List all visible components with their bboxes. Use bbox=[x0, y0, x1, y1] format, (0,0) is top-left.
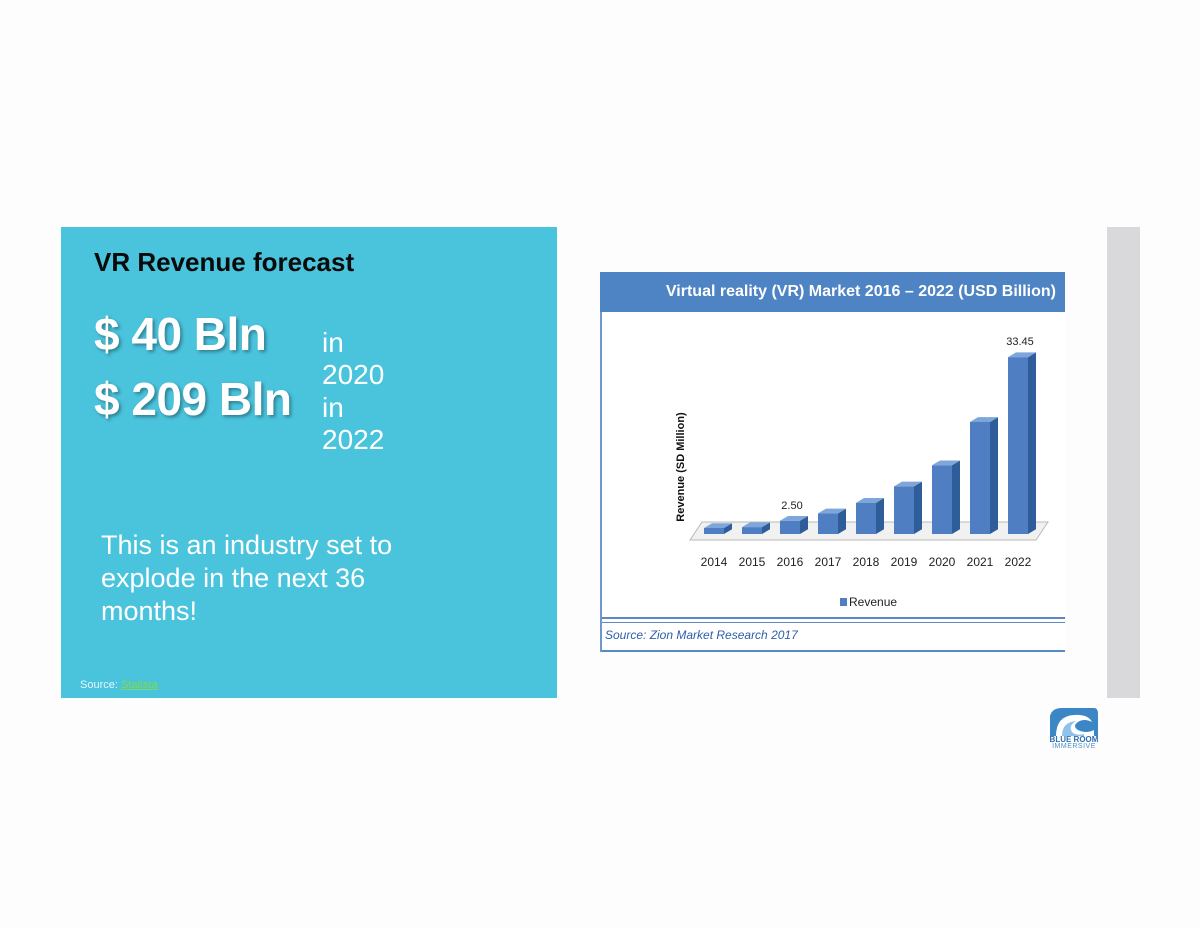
blue-room-logo: BLUE ROOM IMMERSIVE bbox=[1048, 706, 1100, 752]
bar-side bbox=[800, 515, 808, 534]
bar-top bbox=[818, 508, 846, 514]
bar-top bbox=[1008, 352, 1036, 358]
side-bar bbox=[1107, 227, 1140, 698]
bar-side bbox=[914, 481, 922, 534]
bar bbox=[742, 527, 762, 534]
bar-top bbox=[742, 522, 770, 528]
bar-side bbox=[952, 460, 960, 534]
bar-top bbox=[970, 417, 998, 422]
logo-subtitle: IMMERSIVE bbox=[1052, 743, 1096, 750]
stat-row-2020: $ 40 Bln in 2020 bbox=[94, 307, 384, 390]
x-tick-label: 2017 bbox=[815, 555, 842, 569]
x-tick-label: 2014 bbox=[701, 555, 728, 569]
bar bbox=[818, 513, 838, 534]
data-label: 2.50 bbox=[781, 500, 802, 512]
source-link[interactable]: Statista bbox=[120, 679, 158, 691]
chart-title: Virtual reality (VR) Market 2016 – 2022 … bbox=[600, 272, 1065, 312]
bar bbox=[704, 528, 724, 534]
chart-divider bbox=[602, 650, 1065, 652]
y-axis-label: Revenue (SD Million) bbox=[675, 412, 687, 522]
chart-divider bbox=[602, 617, 1065, 619]
bar-top bbox=[932, 460, 960, 466]
legend-label: Revenue bbox=[849, 595, 897, 609]
panel-title: VR Revenue forecast bbox=[94, 247, 355, 277]
x-tick-label: 2018 bbox=[853, 555, 880, 569]
bar-top bbox=[780, 515, 808, 521]
chart-frame bbox=[600, 312, 602, 652]
bar bbox=[856, 502, 876, 534]
bar-side bbox=[1028, 352, 1036, 534]
bar-top bbox=[704, 523, 732, 528]
bar bbox=[780, 520, 800, 534]
x-tick-label: 2022 bbox=[1005, 555, 1032, 569]
legend-swatch bbox=[840, 598, 847, 606]
forecast-panel: VR Revenue forecast $ 40 Bln in 2020 $ 2… bbox=[61, 227, 557, 698]
bar-chart: 2014 2015 2016 2017 2018 2019 2020 2021 2022 2.50… bbox=[675, 336, 1049, 609]
bar-side bbox=[990, 417, 998, 534]
data-label: 33.45 bbox=[1006, 336, 1034, 348]
logo-name: BLUE ROOM bbox=[1049, 735, 1099, 744]
bar-top bbox=[856, 498, 884, 503]
stat-year: in 2022 bbox=[322, 392, 385, 455]
bar bbox=[970, 421, 990, 534]
bar-side bbox=[838, 508, 846, 534]
bar bbox=[894, 486, 914, 534]
x-tick-label: 2015 bbox=[739, 555, 766, 569]
chart-divider bbox=[602, 622, 1065, 623]
chart-image: Virtual reality (VR) Market 2016 – 2022 … bbox=[600, 272, 1065, 652]
x-tick-label: 2016 bbox=[777, 555, 804, 569]
stat-value: $ 209 Bln bbox=[94, 373, 292, 425]
stat-row-2022: $ 209 Bln in 2022 bbox=[94, 372, 384, 455]
stat-year: in 2020 bbox=[322, 327, 385, 390]
bar bbox=[1008, 357, 1028, 534]
bar-side bbox=[724, 523, 732, 534]
x-tick-label: 2020 bbox=[929, 555, 956, 569]
bar-side bbox=[876, 498, 884, 534]
bar-top bbox=[894, 481, 922, 487]
wave-logo-icon bbox=[1050, 708, 1098, 736]
x-tick-label: 2019 bbox=[891, 555, 918, 569]
source-label: Source: bbox=[80, 679, 118, 691]
panel-source: Source: Statista bbox=[80, 679, 158, 691]
stat-value: $ 40 Bln bbox=[94, 308, 267, 360]
tagline: This is an industry set to explode in th… bbox=[101, 530, 393, 626]
bar-side bbox=[762, 522, 770, 534]
x-tick-label: 2021 bbox=[967, 555, 994, 569]
bar bbox=[932, 465, 952, 534]
chart-source: Source: Zion Market Research 2017 bbox=[605, 628, 798, 642]
